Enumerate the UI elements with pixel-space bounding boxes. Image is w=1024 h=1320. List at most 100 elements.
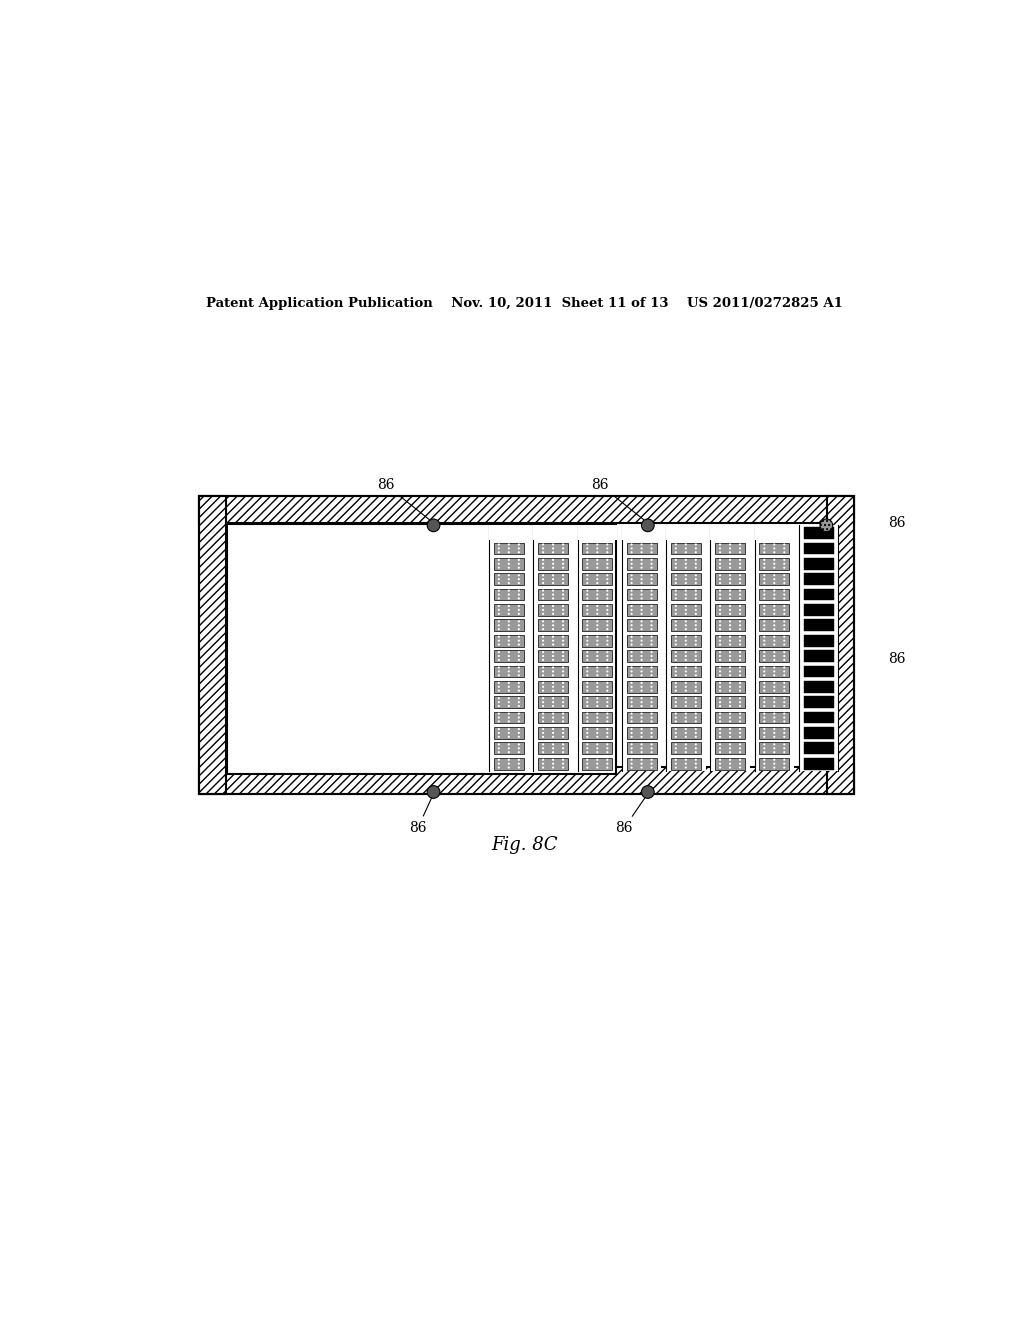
Circle shape [763,759,765,760]
Circle shape [729,767,731,768]
Circle shape [586,682,589,684]
Circle shape [650,659,652,661]
Circle shape [729,566,731,569]
Circle shape [640,675,643,676]
Circle shape [508,705,510,708]
Circle shape [773,713,775,714]
Circle shape [606,598,608,599]
Circle shape [606,643,608,645]
Circle shape [498,721,500,722]
Circle shape [562,544,564,545]
Circle shape [685,628,687,630]
Circle shape [694,731,697,734]
Circle shape [596,667,598,669]
Circle shape [586,532,589,535]
Circle shape [763,763,765,764]
Circle shape [562,689,564,692]
Circle shape [498,763,500,764]
Circle shape [694,562,697,565]
Circle shape [783,612,785,615]
Circle shape [542,582,544,585]
Bar [759,758,790,770]
Circle shape [694,713,697,714]
Circle shape [685,675,687,676]
Text: 86: 86 [592,478,646,521]
Circle shape [773,659,775,661]
Circle shape [773,701,775,704]
Circle shape [640,682,643,684]
Circle shape [562,612,564,615]
Circle shape [508,763,510,764]
Bar [583,543,612,554]
Circle shape [508,582,510,585]
Circle shape [685,574,687,577]
Circle shape [783,544,785,545]
Circle shape [562,636,564,638]
Circle shape [763,558,765,561]
Circle shape [498,659,500,661]
Circle shape [685,659,687,661]
Circle shape [763,667,765,669]
Circle shape [606,620,608,623]
Circle shape [596,675,598,676]
Circle shape [498,590,500,591]
Circle shape [631,624,633,627]
Circle shape [631,689,633,692]
Circle shape [586,566,589,569]
Circle shape [518,640,520,642]
Bar [494,527,524,539]
Circle shape [552,731,554,734]
Circle shape [719,643,721,645]
Circle shape [694,689,697,692]
Circle shape [719,727,721,730]
Circle shape [498,667,500,669]
Circle shape [552,609,554,611]
Bar [494,589,524,601]
Circle shape [562,582,564,585]
Bar [494,651,524,661]
Circle shape [739,552,741,553]
Circle shape [498,655,500,657]
Circle shape [606,713,608,714]
Circle shape [739,685,741,688]
Circle shape [650,562,652,565]
Circle shape [631,566,633,569]
Circle shape [586,574,589,577]
Circle shape [640,628,643,630]
Circle shape [518,643,520,645]
Circle shape [739,598,741,599]
Circle shape [562,536,564,539]
Circle shape [694,609,697,611]
Circle shape [552,671,554,672]
Circle shape [562,747,564,750]
Circle shape [586,671,589,672]
Circle shape [518,705,520,708]
Circle shape [675,717,677,718]
Circle shape [675,620,677,623]
Circle shape [596,594,598,595]
Circle shape [596,731,598,734]
Circle shape [675,697,677,700]
Circle shape [739,643,741,645]
Circle shape [773,636,775,638]
Circle shape [650,624,652,627]
Circle shape [508,743,510,746]
Circle shape [685,544,687,545]
Circle shape [596,578,598,581]
Circle shape [739,759,741,760]
Circle shape [518,620,520,623]
Circle shape [562,751,564,754]
Circle shape [498,548,500,549]
Circle shape [675,675,677,676]
Circle shape [783,548,785,549]
Circle shape [606,682,608,684]
Circle shape [719,763,721,764]
Circle shape [606,759,608,760]
Bar [804,681,834,693]
Circle shape [650,735,652,738]
Circle shape [763,636,765,638]
Circle shape [631,713,633,714]
Circle shape [552,594,554,595]
Circle shape [739,624,741,627]
Circle shape [685,536,687,539]
